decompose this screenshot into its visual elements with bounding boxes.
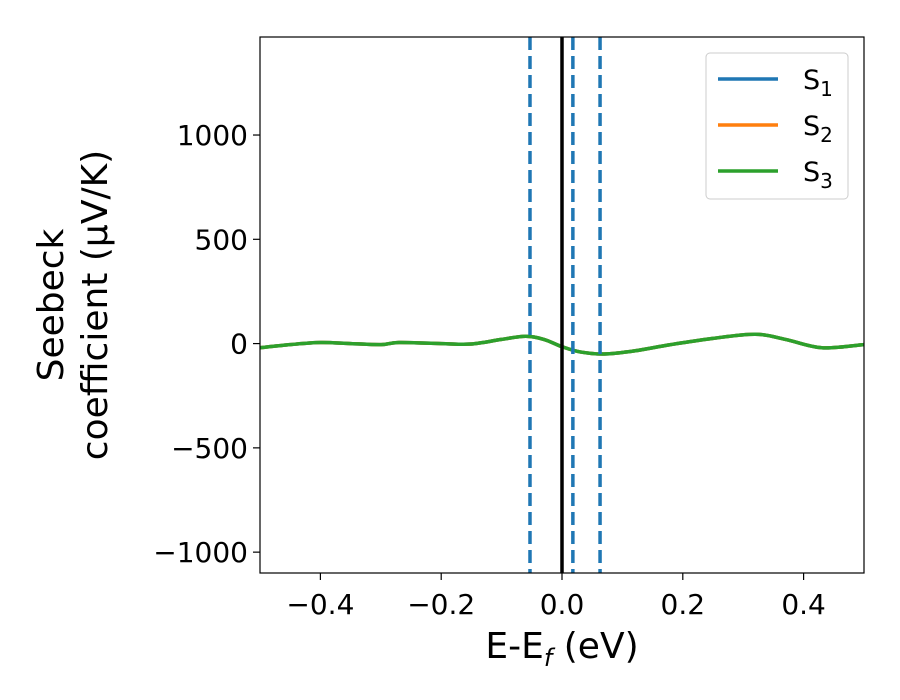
series-layer — [260, 332, 864, 356]
legend-label-3: S3 — [803, 157, 833, 193]
x-tick-label: 0.2 — [661, 588, 706, 621]
x-tick-label: 0.4 — [781, 588, 826, 621]
y-tick-label: 1000 — [177, 119, 248, 152]
y-tick-label: 500 — [195, 223, 248, 256]
y-axis-label-line2: coefficient (μV/K) — [75, 150, 116, 460]
y-axis-label: Seebeck coefficient (μV/K) — [31, 150, 116, 460]
x-tick-label: −0.4 — [286, 588, 354, 621]
x-axis-label-main: E-E — [485, 626, 543, 667]
series-line-3 — [260, 332, 864, 356]
legend-label-2: S2 — [803, 111, 833, 147]
y-tick-label: −1000 — [153, 536, 248, 569]
tick-layer: −0.4 −0.2 0.0 0.2 0.4 −1000 −500 0 500 1000 — [153, 119, 826, 621]
x-axis-label: E-Ef (eV) — [485, 626, 638, 672]
legend-label-1: S1 — [803, 65, 833, 101]
legend: S1 S2 S3 — [705, 52, 849, 200]
x-tick-label: 0.0 — [540, 588, 585, 621]
y-tick-label: 0 — [230, 328, 248, 361]
x-axis-label-unit: (eV) — [552, 626, 638, 667]
y-axis-label-line1: Seebeck — [31, 228, 72, 381]
vline-layer — [528, 37, 602, 573]
y-tick-label: −500 — [171, 432, 248, 465]
x-tick-label: −0.2 — [407, 588, 475, 621]
